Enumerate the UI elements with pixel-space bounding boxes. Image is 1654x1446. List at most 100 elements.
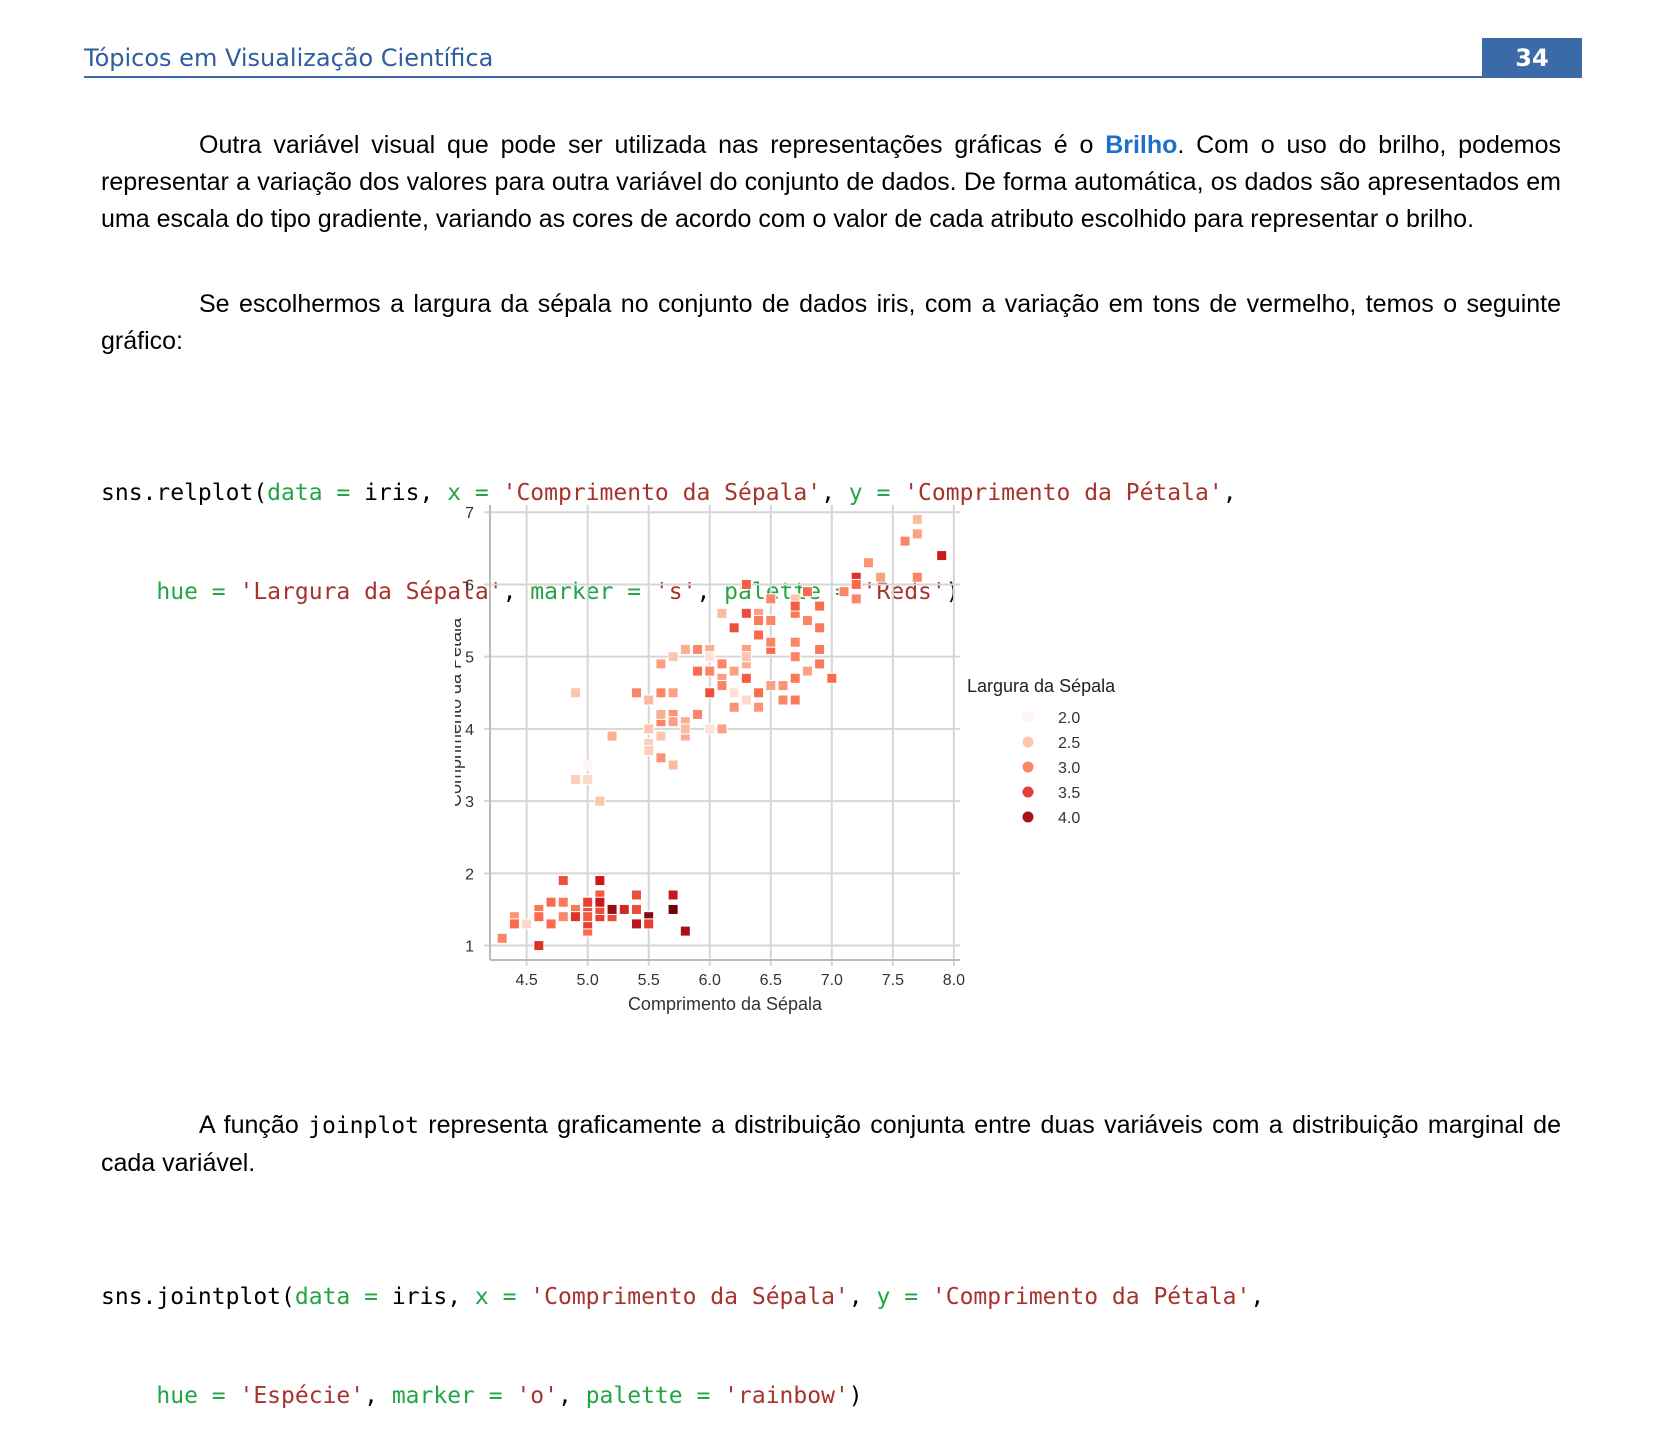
paragraph-brilho: Outra variável visual que pode ser utili… bbox=[101, 127, 1561, 238]
data-point bbox=[557, 896, 569, 908]
data-point bbox=[704, 651, 716, 663]
legend-label: 3.0 bbox=[1058, 760, 1080, 777]
x-tick-label: 5.0 bbox=[577, 972, 599, 989]
data-point bbox=[643, 694, 655, 706]
data-point bbox=[801, 615, 813, 627]
data-point bbox=[789, 651, 801, 663]
code-token: 'Comprimento da Sépala' bbox=[530, 1284, 849, 1310]
data-point bbox=[753, 629, 765, 641]
page-header: Tópicos em Visualização Científica 34 bbox=[84, 38, 1582, 78]
data-point bbox=[850, 593, 862, 605]
code-token: data = bbox=[267, 480, 365, 506]
data-point bbox=[716, 680, 728, 692]
code-block-jointplot: sns.jointplot(data = iris, x = 'Comprime… bbox=[101, 1215, 1264, 1446]
data-point bbox=[655, 708, 667, 720]
data-point bbox=[838, 586, 850, 598]
legend-marker bbox=[1022, 736, 1034, 748]
code-token: , bbox=[1250, 1284, 1265, 1310]
data-point bbox=[643, 918, 655, 930]
data-point bbox=[667, 759, 679, 771]
data-point bbox=[569, 773, 581, 785]
paragraph-brilho-text-start: Outra variável visual que pode ser utili… bbox=[199, 131, 1106, 159]
y-tick-label: 7 bbox=[465, 505, 474, 522]
data-point bbox=[630, 918, 642, 930]
data-point bbox=[557, 875, 569, 887]
data-point bbox=[728, 665, 740, 677]
code-token: sns.relplot( bbox=[101, 480, 268, 506]
page-number: 34 bbox=[1482, 38, 1582, 78]
data-point bbox=[716, 723, 728, 735]
data-point bbox=[655, 658, 667, 670]
x-tick-label: 6.0 bbox=[699, 972, 721, 989]
code-token: hue = bbox=[156, 579, 240, 605]
data-point bbox=[606, 730, 618, 742]
data-point bbox=[801, 586, 813, 598]
legend-label: 2.0 bbox=[1058, 710, 1080, 727]
y-tick-label: 4 bbox=[465, 722, 474, 739]
data-point bbox=[716, 658, 728, 670]
data-point bbox=[814, 658, 826, 670]
y-tick-label: 6 bbox=[465, 577, 474, 594]
data-point bbox=[667, 687, 679, 699]
code-token: , bbox=[696, 579, 725, 605]
paragraph-jointplot-text-start: A função bbox=[199, 1111, 309, 1139]
data-point bbox=[789, 694, 801, 706]
data-point bbox=[740, 607, 752, 619]
x-tick-label: 6.5 bbox=[760, 972, 782, 989]
data-point bbox=[643, 723, 655, 735]
data-point bbox=[936, 550, 948, 562]
code-token: , bbox=[364, 1383, 392, 1409]
chart-points bbox=[496, 513, 948, 952]
code-token: , bbox=[557, 1383, 586, 1409]
paragraph-jointplot: A função joinplot representa graficament… bbox=[101, 1107, 1561, 1182]
data-point bbox=[594, 875, 606, 887]
data-point bbox=[814, 600, 826, 612]
data-point bbox=[692, 643, 704, 655]
data-point bbox=[655, 752, 667, 764]
code-token: , bbox=[1222, 480, 1237, 506]
code-token: 's' bbox=[654, 579, 697, 605]
data-point bbox=[582, 896, 594, 908]
data-point bbox=[594, 896, 606, 908]
legend-label: 2.5 bbox=[1058, 735, 1080, 752]
x-tick-label: 5.5 bbox=[638, 972, 660, 989]
code-token: , bbox=[821, 480, 849, 506]
data-point bbox=[862, 557, 874, 569]
data-point bbox=[777, 680, 789, 692]
paragraph-sepala: Se escolhermos a largura da sépala no co… bbox=[101, 286, 1561, 360]
code-token: , bbox=[848, 1284, 877, 1310]
header-rule bbox=[84, 76, 1582, 78]
data-point bbox=[728, 701, 740, 713]
data-point bbox=[716, 607, 728, 619]
code-token bbox=[101, 1383, 156, 1409]
legend-label: 3.5 bbox=[1058, 785, 1080, 802]
data-point bbox=[606, 903, 618, 915]
data-point bbox=[789, 600, 801, 612]
code-token: 'Comprimento da Pétala' bbox=[931, 1284, 1251, 1310]
paragraph-brilho-text-end: . Com o uso do brilho, podemos represent… bbox=[101, 131, 1562, 233]
data-point bbox=[655, 687, 667, 699]
x-tick-label: 7.0 bbox=[821, 972, 843, 989]
x-tick-label: 4.5 bbox=[515, 972, 537, 989]
header-title: Tópicos em Visualização Científica bbox=[84, 44, 494, 72]
data-point bbox=[545, 896, 557, 908]
data-point bbox=[765, 593, 777, 605]
data-point bbox=[679, 723, 691, 735]
data-point bbox=[875, 571, 887, 583]
data-point bbox=[740, 651, 752, 663]
code-token: y = bbox=[848, 480, 905, 506]
data-point bbox=[777, 694, 789, 706]
data-point bbox=[679, 925, 691, 937]
y-tick-label: 3 bbox=[465, 794, 474, 811]
code-line: hue = 'Espécie', marker = 'o', palette =… bbox=[101, 1380, 1264, 1413]
data-point bbox=[667, 716, 679, 728]
data-point bbox=[508, 918, 520, 930]
code-token: 'o' bbox=[516, 1383, 558, 1409]
code-line: sns.relplot(data = iris, x = 'Compriment… bbox=[101, 477, 1237, 510]
code-token: 'Comprimento da Sépala' bbox=[502, 480, 822, 506]
legend-title: Largura da Sépala bbox=[967, 676, 1116, 696]
data-point bbox=[801, 665, 813, 677]
code-token: 'Reds' bbox=[862, 579, 946, 605]
data-point bbox=[582, 759, 594, 771]
code-token: marker = bbox=[391, 1383, 517, 1409]
